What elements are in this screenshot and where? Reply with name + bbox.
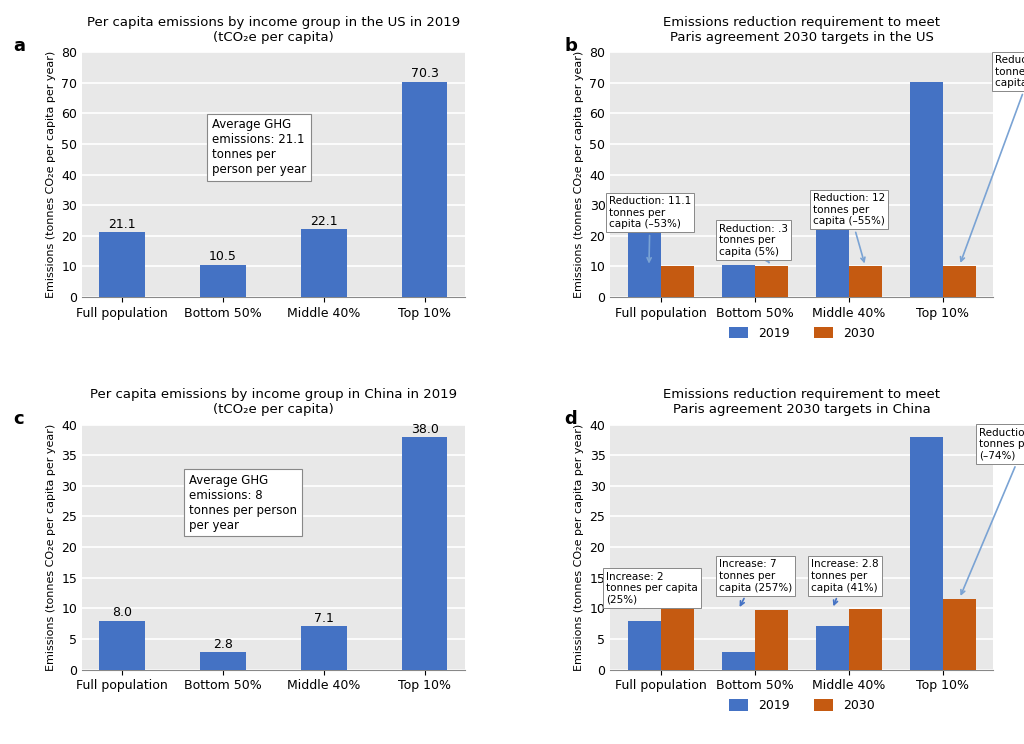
Text: Reduction: .3
tonnes per
capita (5%): Reduction: .3 tonnes per capita (5%) bbox=[719, 224, 788, 263]
Bar bbox=[628, 232, 660, 297]
Text: Average GHG
emissions: 8
tonnes per person
per year: Average GHG emissions: 8 tonnes per pers… bbox=[189, 474, 297, 531]
Bar bbox=[755, 266, 787, 297]
Bar bbox=[816, 229, 849, 297]
Text: c: c bbox=[13, 410, 24, 428]
Text: 38.0: 38.0 bbox=[411, 423, 438, 435]
Text: a: a bbox=[13, 37, 25, 55]
Text: 10.5: 10.5 bbox=[209, 251, 237, 263]
Text: 7.1: 7.1 bbox=[314, 612, 334, 625]
Bar bbox=[99, 232, 144, 297]
Text: d: d bbox=[564, 410, 578, 428]
Text: 70.3: 70.3 bbox=[411, 67, 438, 80]
Text: Average GHG
emissions: 21.1
tonnes per
person per year: Average GHG emissions: 21.1 tonnes per p… bbox=[212, 118, 306, 176]
Text: Reduction: 11.1
tonnes per
capita (–53%): Reduction: 11.1 tonnes per capita (–53%) bbox=[609, 196, 691, 262]
Text: 22.1: 22.1 bbox=[310, 215, 338, 228]
Text: 2.8: 2.8 bbox=[213, 638, 232, 651]
Legend: 2019, 2030: 2019, 2030 bbox=[724, 694, 880, 717]
Title: Per capita emissions by income group in China in 2019
(tCO₂e per capita): Per capita emissions by income group in … bbox=[90, 388, 457, 417]
Legend: 2019, 2030: 2019, 2030 bbox=[724, 322, 880, 344]
Bar bbox=[99, 620, 144, 670]
Bar bbox=[201, 265, 246, 297]
Bar bbox=[628, 620, 660, 670]
Bar bbox=[910, 437, 943, 670]
Text: Increase: 2
tonnes per capita
(25%): Increase: 2 tonnes per capita (25%) bbox=[606, 571, 698, 609]
Text: Reduction: 12
tonnes per
capita (–55%): Reduction: 12 tonnes per capita (–55%) bbox=[813, 193, 886, 262]
Bar bbox=[201, 652, 246, 670]
Bar bbox=[943, 598, 976, 670]
Text: Increase: 2.8
tonnes per
capita (41%): Increase: 2.8 tonnes per capita (41%) bbox=[811, 559, 879, 605]
Y-axis label: Emissions (tonnes CO₂e per capita per year): Emissions (tonnes CO₂e per capita per ye… bbox=[574, 423, 584, 670]
Bar bbox=[301, 229, 346, 297]
Bar bbox=[722, 652, 755, 670]
Y-axis label: Emissions (tonnes CO₂e per capita per year): Emissions (tonnes CO₂e per capita per ye… bbox=[573, 51, 584, 298]
Bar bbox=[402, 437, 447, 670]
Y-axis label: Emissions (tonnes CO₂e per capita per year): Emissions (tonnes CO₂e per capita per ye… bbox=[45, 51, 55, 298]
Text: Reduction: 26.4
tonnes per capita
(–74%): Reduction: 26.4 tonnes per capita (–74%) bbox=[961, 428, 1024, 594]
Text: 8.0: 8.0 bbox=[112, 606, 132, 619]
Bar bbox=[722, 265, 755, 297]
Bar bbox=[402, 82, 447, 297]
Text: Reduction: 60
tonnes per
capita (–86%): Reduction: 60 tonnes per capita (–86%) bbox=[961, 55, 1024, 261]
Text: 21.1: 21.1 bbox=[109, 218, 136, 231]
Text: Increase: 7
tonnes per
capita (257%): Increase: 7 tonnes per capita (257%) bbox=[719, 559, 793, 606]
Text: b: b bbox=[564, 37, 578, 55]
Bar bbox=[660, 609, 693, 670]
Bar bbox=[660, 266, 693, 297]
Bar bbox=[755, 609, 787, 670]
Title: Emissions reduction requirement to meet
Paris agreement 2030 targets in China: Emissions reduction requirement to meet … bbox=[664, 388, 940, 417]
Y-axis label: Emissions (tonnes CO₂e per capita per year): Emissions (tonnes CO₂e per capita per ye… bbox=[46, 423, 55, 670]
Bar bbox=[849, 266, 882, 297]
Title: Per capita emissions by income group in the US in 2019
(tCO₂e per capita): Per capita emissions by income group in … bbox=[87, 16, 460, 44]
Bar bbox=[301, 626, 346, 670]
Bar bbox=[943, 266, 976, 297]
Bar bbox=[816, 626, 849, 670]
Bar bbox=[910, 82, 943, 297]
Title: Emissions reduction requirement to meet
Paris agreement 2030 targets in the US: Emissions reduction requirement to meet … bbox=[664, 16, 940, 44]
Bar bbox=[849, 609, 882, 670]
